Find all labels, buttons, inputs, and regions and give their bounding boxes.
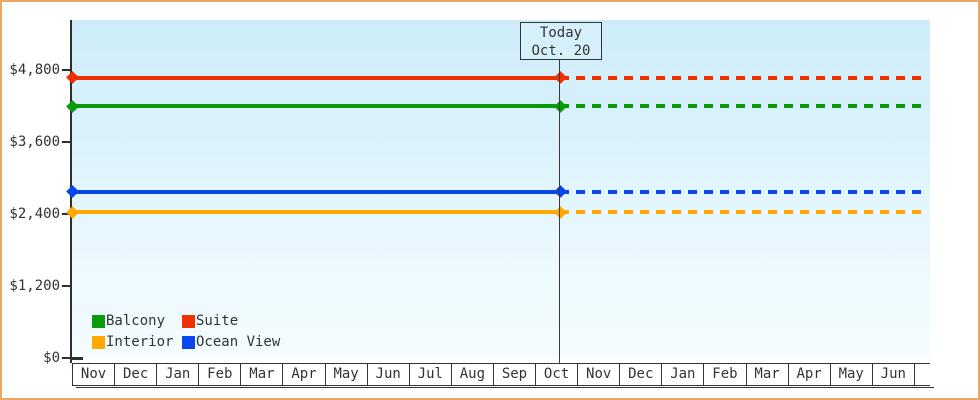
month-cell: Jun [873,364,915,385]
series-line-dashed [560,75,928,80]
month-cell: Mar [747,364,789,385]
today-date: Oct. 20 [531,43,591,59]
series-line-solid [72,210,560,215]
today-label-box: Today Oct. 20 [520,22,602,60]
x-axis-month-row: Nov Dec Jan Feb Mar Apr May Jun Jul Aug Sep Oct Nov D… [72,363,930,386]
month-cell: Apr [789,364,831,385]
y-tick-label: $2,400 [9,206,60,222]
y-tick-label: $0 [43,350,60,366]
x-axis-shadow-line [76,387,934,388]
legend-swatch-icon [92,314,105,328]
legend-swatch-icon [182,335,195,349]
month-cell: Aug [452,364,494,385]
y-tick-mark [62,213,71,215]
y-tick-label: $4,800 [9,62,60,78]
month-cell: Jul [410,364,452,385]
legend-swatch-icon [182,314,195,328]
month-cell: Nov [73,364,116,385]
month-cell: Dec [620,364,663,385]
month-cell: Apr [283,364,326,385]
legend: Balcony Suite Interior Ocean View [92,313,281,350]
legend-label: Ocean View [196,334,281,350]
month-cell: Feb [199,364,242,385]
today-title: Today [539,25,583,41]
legend-label: Interior [106,334,174,350]
month-cell: Dec [115,364,158,385]
month-cell: May [831,364,873,385]
y-tick-mark [62,141,71,143]
month-cell: Jun [368,364,410,385]
y-axis-foot [72,357,83,360]
y-tick-label: $3,600 [9,134,60,150]
series-line-solid [72,189,560,194]
legend-entry: Suite [182,313,280,329]
series-line-solid [72,104,560,108]
series-line-dashed [560,189,928,194]
legend-label: Suite [196,313,239,329]
legend-label: Balcony [106,313,166,329]
month-cell: Sep [494,364,537,385]
series-line-dashed [560,210,928,215]
legend-entry: Ocean View [182,334,281,350]
y-tick-mark [62,285,71,287]
month-cell: Mar [241,364,284,385]
series-line-dashed [560,104,928,108]
today-line [559,59,560,363]
month-cell: May [326,364,368,385]
series-line-solid [72,75,560,80]
month-cell: Oct [536,364,579,385]
y-tick-label: $1,200 [9,278,60,294]
legend-entry: Interior [92,334,182,350]
month-cell: Nov [578,364,621,385]
legend-swatch-icon [92,335,105,349]
month-cell: Feb [704,364,747,385]
month-row-spacer [915,364,930,385]
legend-entry: Balcony [92,313,182,329]
month-cell: Jan [157,364,200,385]
y-tick-mark [62,69,71,71]
y-tick-mark [62,357,71,359]
month-cell: Jan [662,364,705,385]
